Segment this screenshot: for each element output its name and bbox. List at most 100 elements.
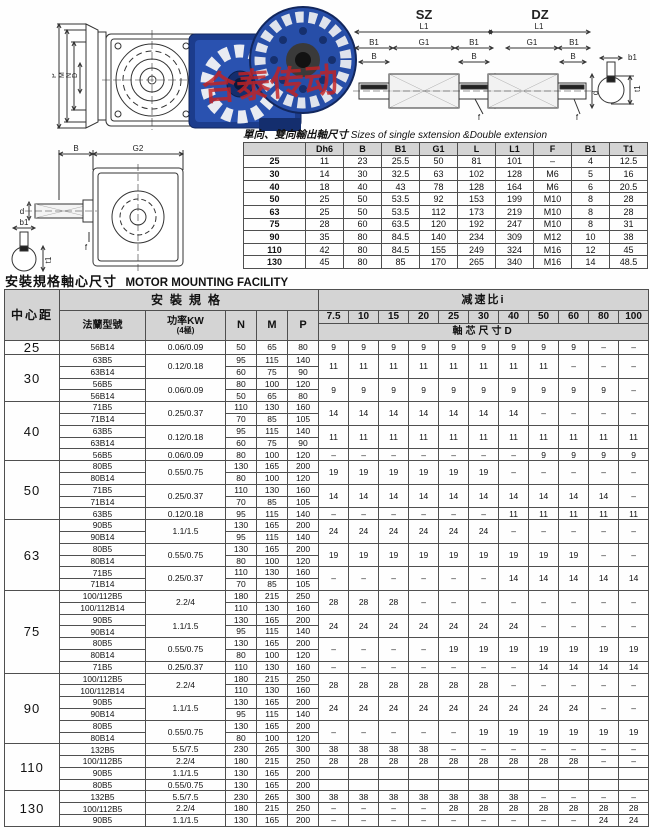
shaft-d-cell: 28: [348, 755, 380, 768]
shaft-d-cell: –: [618, 743, 650, 757]
power-cell: 1.1/1.5: [145, 613, 226, 639]
mounting-row: 100/112B14 110 130 160: [5, 684, 649, 698]
size-cell: 112: [419, 204, 458, 219]
shaft-d-cell: –: [498, 460, 530, 485]
size-cell: 192: [457, 217, 496, 232]
mounting-row: 90B5 1.1/1.5 130 165 200: [5, 766, 650, 780]
shaft-d-cell: 9: [378, 340, 410, 355]
shaft-d-cell: 28: [528, 755, 560, 768]
shaft-d-cell: –: [348, 660, 380, 674]
mounting-row: 56B5 0.06/0.09 80 100 120 9 9 9 9 9 9 9 9 9 9–: [5, 377, 650, 403]
n-cell: 130: [225, 637, 257, 650]
shaft-d-cell: 14: [588, 660, 620, 674]
flange-cell: 56B5: [59, 377, 146, 391]
shaft-d-cell: 19: [588, 719, 620, 745]
shaft-d-cell: –: [588, 401, 620, 426]
size-cell: M10: [533, 192, 572, 206]
sv-d-label: d: [20, 207, 24, 216]
size-cell: 28: [609, 204, 648, 219]
size-cell: 38: [609, 230, 648, 244]
m-cell: 165: [256, 460, 288, 473]
shaft-d-cell: 28: [468, 672, 500, 698]
n-cell: 80: [225, 648, 257, 662]
center-distance-cell: 30: [4, 353, 60, 403]
p-cell: 140: [286, 530, 320, 544]
mounting-row: 75 100/112B5 2.2/4 180 215 250 28 28 28– – – – – – – –: [4, 589, 650, 674]
n-cell: 95: [225, 530, 257, 544]
mounting-row: 80B5 0.55/0.75 130 165 200– – – –19 19 19 19 19 19 19: [5, 637, 650, 662]
dz-d-label: d: [591, 91, 600, 95]
size-cell: 50: [419, 154, 458, 169]
shaft-d-cell: 28: [318, 755, 350, 768]
shaft-d-cell: 38: [318, 743, 350, 757]
size-cell: 128: [457, 179, 496, 194]
power-cell: 1.1/1.5: [145, 766, 226, 780]
flange-cell: 80B5: [59, 542, 146, 556]
shaft-d-cell: 38: [378, 790, 410, 804]
shaft-d-cell: 19: [498, 719, 530, 745]
n-cell: 130: [225, 778, 257, 792]
size-cell: 28: [609, 192, 648, 206]
power-cell: 0.06/0.09: [145, 377, 226, 403]
flange-cell: 90B5: [59, 696, 146, 709]
output-shaft-header-row: Dh6 B B1 G1 L L1 F B1 T1: [243, 142, 648, 156]
shaft-d-cell: 9: [348, 340, 380, 355]
center-distance-cell: 110: [4, 743, 60, 792]
ratio-value-header: 7.5: [318, 310, 350, 324]
power-cell: 0.55/0.75: [145, 460, 226, 485]
p-cell: 105: [286, 495, 320, 509]
n-cell: 60: [225, 365, 257, 379]
shaft-d-cell: –: [588, 790, 620, 804]
flange-cell: 90B14: [59, 530, 146, 544]
mounting-row: 110 132B5 5.5/7.5 230 265 300 38 38 38 38– – – – – – –: [4, 743, 650, 792]
shaft-d-cell: –: [558, 790, 590, 804]
shaft-d-cell: 14: [528, 566, 560, 591]
shaft-d-cell: 19: [528, 637, 560, 662]
shaft-d-cell: –: [318, 814, 350, 827]
size-cell: 31: [609, 217, 648, 232]
mounting-header-row-2: 法蘭型號 功率KW (4極) N M P 7.5 10 15 20 25 30 40 50 60…: [5, 310, 650, 341]
output-shaft-row: 50 25 50 53.5 92 153 199 M10 8 28: [243, 192, 648, 206]
shaft-d-cell: 11: [378, 354, 410, 379]
shaft-d-cell: 19: [468, 460, 500, 485]
shaft-d-cell: 14: [618, 660, 650, 674]
m-cell: 65: [256, 389, 288, 403]
dim-label-d: D: [72, 73, 79, 78]
shaft-d-cell: 28: [408, 755, 440, 768]
size-cell: 234: [457, 230, 496, 244]
shaft-d-cell: 24: [438, 696, 470, 721]
shaft-d-cell: 28: [468, 802, 500, 816]
m-cell: 165: [256, 696, 288, 709]
power-cell: 0.12/0.18: [145, 507, 226, 521]
shaft-d-cell: 28: [558, 755, 590, 768]
shaft-d-cell: 9: [558, 448, 590, 462]
sv-b1-label: b1: [20, 218, 29, 227]
shaft-d-cell: 38: [438, 790, 470, 804]
shaft-d-cell: [318, 778, 350, 792]
ratio-value-header: 40: [498, 310, 530, 324]
shaft-d-cell: –: [408, 566, 440, 591]
mounting-row: 71B14 70 85 105: [5, 578, 649, 591]
shaft-d-cell: –: [618, 354, 650, 379]
shaft-d-cell: –: [378, 660, 410, 674]
p-cell: 120: [286, 648, 320, 662]
flange-cell: 100/112B14: [59, 601, 146, 615]
power-cell: 0.06/0.09: [145, 340, 226, 355]
shaft-d-cell: –: [618, 340, 650, 355]
flange-cell: 56B5: [59, 448, 146, 462]
mounting-row: 56B14 50 65 80: [5, 389, 649, 403]
dz-title: DZ: [531, 7, 548, 22]
power-cell: 0.25/0.37: [145, 483, 226, 509]
shaft-d-cell: 19: [498, 637, 530, 662]
shaft-d-cell: 11: [528, 424, 560, 450]
shaft-d-cell: 19: [378, 460, 410, 485]
power-cell: 2.2/4: [145, 802, 226, 816]
shaft-d-cell: –: [438, 507, 470, 521]
dim-label-p: P: [52, 73, 58, 78]
power-cell: 0.55/0.75: [145, 778, 226, 792]
shaft-d-cell: 9: [438, 340, 470, 355]
n-cell: 95: [225, 424, 257, 438]
shaft-d-cell: 11: [618, 424, 650, 450]
mounting-row: 40 71B5 0.25/0.37 110 130 160 14 14 14 14 14 14 14– –…: [4, 401, 650, 462]
